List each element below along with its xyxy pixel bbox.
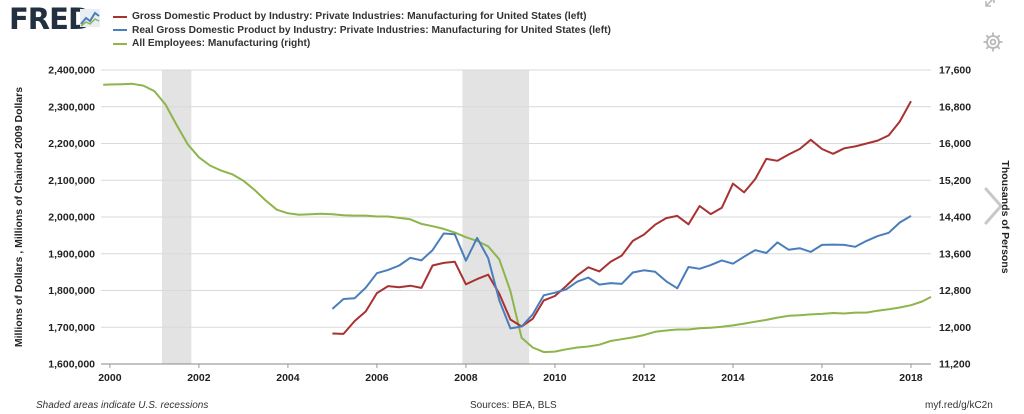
y-tick-label-right: 12,800 [939, 285, 971, 297]
recession-note: Shaded areas indicate U.S. recessions [36, 400, 209, 411]
sources: Sources: BEA, BLS [470, 400, 557, 411]
short-url[interactable]: myf.red/g/kC2n [925, 400, 993, 411]
x-tick-label: 2004 [276, 372, 300, 384]
x-tick-label: 2018 [899, 372, 923, 384]
expand-icon[interactable] [982, 0, 1002, 10]
x-tick-label: 2012 [632, 372, 656, 384]
y-tick-label-right: 16,000 [939, 138, 971, 150]
legend-label-real-gdp: Real Gross Domestic Product by Industry:… [132, 24, 611, 36]
series-line-real-gdp [331, 215, 912, 330]
line-graph-icon [80, 9, 100, 27]
y-tick-label-left: 1,800,000 [48, 285, 95, 297]
legend-swatch-gdp [113, 15, 127, 18]
legend-swatch-real-gdp [113, 29, 127, 32]
x-tick-label: 2016 [810, 372, 834, 384]
x-tick-label: 2010 [543, 372, 567, 384]
legend-item-real-gdp[interactable]: Real Gross Domestic Product by Industry:… [113, 24, 611, 38]
legend-item-gdp[interactable]: Gross Domestic Product by Industry: Priv… [113, 10, 611, 24]
next-chevron-icon[interactable] [978, 183, 1008, 229]
y-tick-label-left: 1,600,000 [48, 359, 95, 371]
y-tick-label-left: 2,400,000 [48, 65, 95, 77]
legend: Gross Domestic Product by Industry: Priv… [113, 10, 611, 51]
fred-logo[interactable]: FRED [9, 2, 92, 36]
y-tick-label-left: 2,200,000 [48, 138, 95, 150]
series-line-gdp [332, 100, 912, 335]
x-tick-label: 2008 [454, 372, 478, 384]
y-tick-label-left: 1,900,000 [48, 248, 95, 260]
series-line-employees [103, 82, 932, 354]
y-tick-label-right: 16,800 [939, 101, 971, 113]
legend-item-employees[interactable]: All Employees: Manufacturing (right) [113, 37, 611, 51]
y-tick-label-left: 1,700,000 [48, 322, 95, 334]
x-tick-label: 2014 [721, 372, 745, 384]
y-tick-label-left: 2,000,000 [48, 212, 95, 224]
settings-gear-icon[interactable] [982, 31, 1004, 53]
y-tick-label-left: 2,300,000 [48, 101, 95, 113]
x-tick-label: 2000 [98, 372, 122, 384]
y-tick-label-right: 14,400 [939, 212, 971, 224]
y-tick-label-right: 13,600 [939, 248, 971, 260]
x-tick-label: 2002 [187, 372, 211, 384]
y-axis-label-left: Millions of Dollars , Millions of Chaine… [13, 87, 25, 347]
legend-swatch-employees [113, 42, 127, 45]
legend-label-employees: All Employees: Manufacturing (right) [132, 38, 311, 50]
y-tick-label-right: 17,600 [939, 65, 971, 77]
legend-label-gdp: Gross Domestic Product by Industry: Priv… [132, 11, 587, 23]
y-tick-label-left: 2,100,000 [48, 175, 95, 187]
y-tick-label-right: 15,200 [939, 175, 971, 187]
y-axis-label-right: Thousands of Persons [999, 160, 1011, 273]
x-tick-label: 2006 [365, 372, 389, 384]
y-tick-label-right: 11,200 [939, 359, 971, 371]
y-tick-label-right: 12,000 [939, 322, 971, 334]
